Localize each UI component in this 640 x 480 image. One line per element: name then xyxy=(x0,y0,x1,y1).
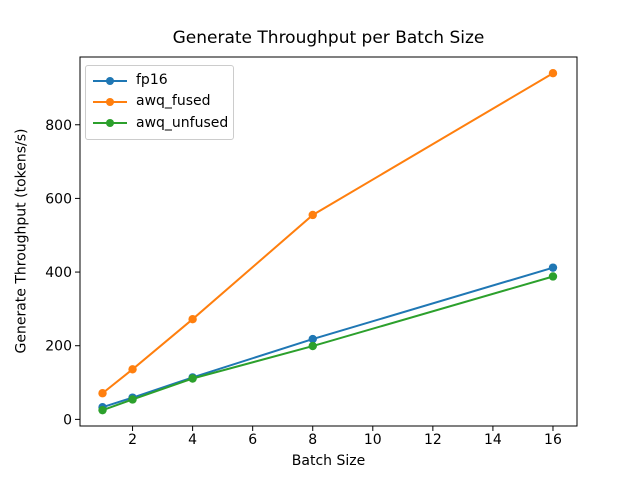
legend-item-awq-fused: awq_fused xyxy=(93,91,226,112)
x-axis-tick-label: 10 xyxy=(364,432,382,448)
y-axis-tick-label: 400 xyxy=(45,265,72,281)
awq-unfused-line-marker-icon xyxy=(93,118,127,128)
data-point-awq_fused-bs1 xyxy=(98,389,107,398)
x-axis-tick-label: 12 xyxy=(424,432,442,448)
series-line-awq_unfused xyxy=(101,275,554,412)
y-axis-tick-label: 600 xyxy=(45,191,72,207)
x-axis-tick-label: 14 xyxy=(484,432,502,448)
data-point-awq_unfused-bs2 xyxy=(128,395,137,404)
awq-fused-line-marker-icon xyxy=(93,97,127,107)
legend-label-fp16: fp16 xyxy=(136,72,168,89)
data-point-fp16-bs8 xyxy=(308,334,317,344)
data-point-awq_unfused-bs8 xyxy=(308,341,317,351)
x-axis-tick-label: 16 xyxy=(544,432,562,448)
data-point-fp16-bs16 xyxy=(548,263,558,272)
data-point-awq_fused-bs8 xyxy=(308,210,317,220)
legend-item-fp16: fp16 xyxy=(93,70,226,91)
x-axis-label: Batch Size xyxy=(291,453,366,469)
y-axis-tick-label: 800 xyxy=(45,118,72,134)
data-point-awq_unfused-bs16 xyxy=(548,272,558,281)
y-axis-tick-label: 0 xyxy=(63,412,72,428)
legend: fp16 awq_fused awq_unfused xyxy=(85,65,234,140)
fp16-line-marker-icon xyxy=(93,76,127,86)
legend-label-awq-fused: awq_fused xyxy=(136,93,211,110)
x-axis-tick-label: 6 xyxy=(248,432,257,448)
data-point-awq_unfused-bs1 xyxy=(98,405,107,415)
y-axis-tick-label: 200 xyxy=(45,339,72,355)
legend-label-awq-unfused: awq_unfused xyxy=(136,114,229,131)
data-point-awq_unfused-bs4 xyxy=(188,374,197,383)
x-axis-tick-label: 2 xyxy=(128,432,137,448)
data-point-awq_fused-bs16 xyxy=(548,69,558,78)
data-point-awq_fused-bs2 xyxy=(128,365,137,374)
data-point-awq_fused-bs4 xyxy=(188,315,197,324)
axes-spines xyxy=(79,56,578,427)
y-axis-label: Generate Throughput (tokens/s) xyxy=(13,128,30,354)
chart-title: Generate Throughput per Batch Size xyxy=(172,28,485,48)
x-axis-tick-label: 4 xyxy=(188,432,197,448)
x-axis-tick-label: 8 xyxy=(308,432,317,448)
legend-item-awq-unfused: awq_unfused xyxy=(93,113,229,134)
